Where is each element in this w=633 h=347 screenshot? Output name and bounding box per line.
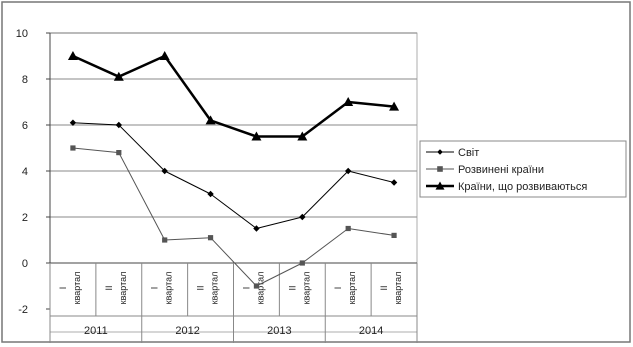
data-point-diamond [299,213,306,221]
x-year-label: 2012 [175,325,199,337]
y-tick-label: 0 [22,258,28,270]
x-category-quarter-label: квартал [301,272,311,305]
y-tick-label: 2 [22,212,28,224]
data-point-triangle [435,181,445,190]
x-category-roman-label: I [150,287,160,290]
data-point-square [345,225,351,232]
x-category-quarter-label: квартал [347,272,357,305]
x-category-quarter-label: квартал [255,272,265,305]
data-point-diamond [207,190,214,198]
data-point-square [70,145,76,151]
y-tick-label: 8 [22,74,28,86]
data-point-square [299,260,305,266]
legend: Світ Розвинені країни Країни, що розвивают… [419,140,627,198]
x-year-label: 2014 [359,325,383,337]
x-category-roman-label: II [379,285,389,290]
x-category-quarter-label: квартал [210,272,220,305]
data-point-square [116,150,122,156]
y-tick-label: 10 [16,28,28,40]
data-point-diamond [437,149,443,155]
series-line-2 [72,54,395,138]
data-point-diamond [69,119,77,126]
x-category-roman-label: II [104,285,114,290]
x-category-roman-label: I [58,287,68,290]
data-point-triangle [297,131,308,141]
x-category-roman-label: I [241,287,251,290]
data-point-diamond [253,225,260,232]
data-point-triangle [251,131,262,141]
x-category-roman-label: I [333,287,343,290]
data-point-triangle [67,51,78,60]
x-category-roman-label: II [196,285,206,290]
y-tick-label: 6 [22,120,28,132]
data-point-diamond [390,179,398,186]
series-lines [67,51,400,289]
data-point-triangle [113,71,124,81]
data-point-diamond [161,167,168,175]
y-tick-label: 4 [22,166,28,178]
x-category-quarter-label: квартал [118,272,128,305]
x-category-quarter-label: квартал [393,272,403,305]
series-line-0 [72,122,395,229]
data-point-triangle [205,115,216,125]
data-point-square [162,237,168,243]
y-tick-label: -2 [18,304,28,316]
legend-label-2: Країни, що розвиваються [458,181,587,193]
data-point-square [207,235,214,241]
data-point-square [253,283,260,289]
data-point-square [437,166,443,172]
data-point-triangle [389,101,400,111]
data-point-square [391,232,397,238]
data-point-diamond [115,121,123,129]
series-line-1 [72,147,395,287]
x-category-roman-label: II [287,285,297,290]
legend-label-0: Світ [458,147,479,159]
legend-box [419,140,627,198]
data-point-triangle [159,51,170,60]
legend-label-1: Розвинені країни [458,164,544,176]
data-point-diamond [344,167,352,175]
x-year-label: 2011 [84,325,108,337]
x-category-quarter-label: квартал [72,272,82,305]
x-category-quarter-label: квартал [164,272,174,305]
x-year-label: 2013 [267,325,291,337]
data-point-triangle [343,97,354,106]
